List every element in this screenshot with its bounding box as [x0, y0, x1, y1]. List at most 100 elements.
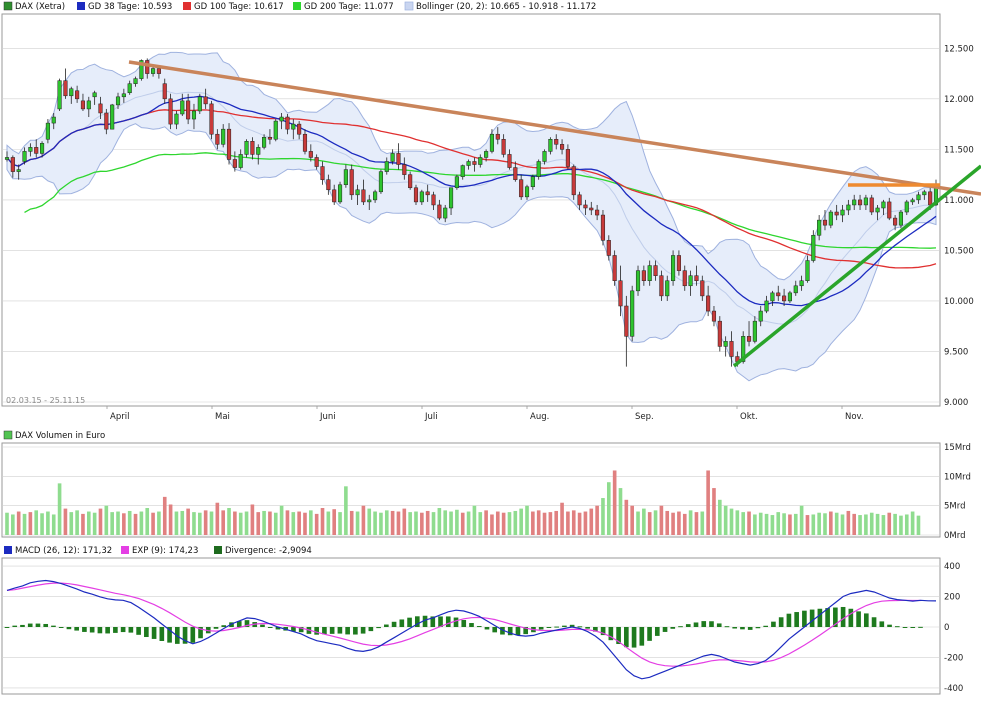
divergence-bar	[136, 627, 141, 635]
candle-body	[600, 214, 606, 241]
candle	[337, 181, 343, 204]
x-tick-label: Juni	[319, 412, 336, 422]
volume-bar	[501, 512, 506, 535]
volume-bar	[484, 510, 488, 535]
divergence-bar	[600, 627, 606, 636]
candle-body	[203, 96, 208, 105]
y-tick-label: 10.000	[944, 297, 974, 307]
candle	[343, 164, 348, 188]
candle-body	[133, 78, 138, 84]
divergence-bar	[507, 627, 513, 636]
volume-bar	[46, 511, 50, 535]
divergence-bar	[159, 627, 165, 641]
candle-body	[665, 280, 670, 297]
candle	[548, 137, 553, 155]
volume-bar	[899, 515, 903, 535]
trendline-down	[128, 60, 981, 196]
candle	[706, 285, 711, 317]
macd-line	[6, 579, 937, 680]
y-tick-label: 12.500	[944, 44, 974, 54]
candle	[332, 184, 337, 205]
candle-body	[478, 157, 483, 165]
candle-body	[51, 116, 56, 124]
candle-body	[495, 133, 500, 140]
volume-bar	[647, 512, 652, 535]
candle	[197, 93, 202, 114]
legend-macd: MACD (26, 12): 171,32 EXP (9): 174,23 Di…	[4, 546, 312, 556]
bollinger-band	[6, 51, 937, 382]
candle	[156, 66, 161, 79]
volume-bar	[425, 510, 430, 535]
candle-body	[846, 204, 851, 211]
candle	[612, 250, 617, 286]
candle	[589, 201, 594, 216]
candle-body	[425, 191, 430, 196]
candle-body	[787, 292, 792, 302]
candle	[127, 80, 132, 95]
volume-bar	[589, 508, 594, 535]
candle	[10, 155, 15, 178]
candle-body	[361, 189, 366, 203]
volume-bar	[531, 511, 535, 535]
candle	[28, 143, 33, 157]
candle-body	[793, 285, 798, 294]
candle	[267, 129, 272, 145]
candle	[273, 119, 278, 142]
candle	[454, 174, 459, 190]
legend-label-divergence: Divergence: -2,9094	[225, 546, 312, 556]
volume-bar	[203, 510, 208, 535]
candle	[595, 204, 600, 221]
candle	[776, 285, 781, 301]
candle	[226, 123, 232, 165]
candle-body	[524, 186, 530, 198]
candle-body	[297, 123, 302, 135]
volume-bar	[297, 511, 301, 535]
volume-bar	[151, 512, 155, 535]
volume-bar	[431, 512, 436, 535]
volume-bar	[507, 512, 512, 535]
candle-body	[104, 112, 109, 130]
volume-bar	[560, 502, 564, 535]
legend-main: DAX (Xetra) GD 38 Tage: 10.593 GD 100 Ta…	[3, 1, 596, 12]
trendline-up	[732, 164, 981, 368]
legend-swatch-divergence	[214, 546, 222, 554]
volume-bar	[718, 499, 722, 535]
candle	[69, 86, 74, 104]
candle-body	[191, 110, 197, 120]
divergence-bar	[120, 627, 126, 633]
candle-body	[337, 184, 343, 203]
candle-body	[612, 255, 617, 281]
volume-bar	[630, 505, 634, 535]
volume-bar	[22, 513, 27, 535]
candle-body	[390, 153, 395, 162]
divergence-bar	[624, 627, 629, 648]
candle	[822, 210, 828, 231]
volume-bar	[764, 513, 769, 535]
divergence-bar	[763, 625, 768, 627]
candle	[326, 174, 331, 195]
volume-bar	[665, 510, 670, 535]
candle	[501, 134, 506, 158]
divergence-bar	[4, 627, 10, 628]
candle-body	[857, 199, 863, 206]
y-tick-label: 200	[944, 593, 960, 603]
divergence-bar	[662, 627, 668, 632]
divergence-bar	[825, 608, 830, 627]
volume-bar	[706, 470, 710, 535]
volume-bar	[758, 512, 763, 535]
candle	[191, 103, 197, 130]
divergence-bar	[438, 616, 443, 627]
candle	[104, 108, 109, 135]
divergence-bar	[391, 621, 397, 627]
x-tick-label: Okt.	[740, 412, 758, 422]
candle-body	[910, 199, 915, 203]
candle-body	[898, 211, 904, 226]
candle-body	[700, 280, 705, 297]
candle	[203, 88, 208, 109]
divergence-bar	[554, 626, 559, 628]
volume-bar	[472, 505, 477, 535]
candle	[828, 210, 833, 229]
legend-volume: DAX Volumen in Euro	[3, 430, 105, 441]
candle	[536, 159, 541, 180]
candle-body	[156, 68, 161, 74]
